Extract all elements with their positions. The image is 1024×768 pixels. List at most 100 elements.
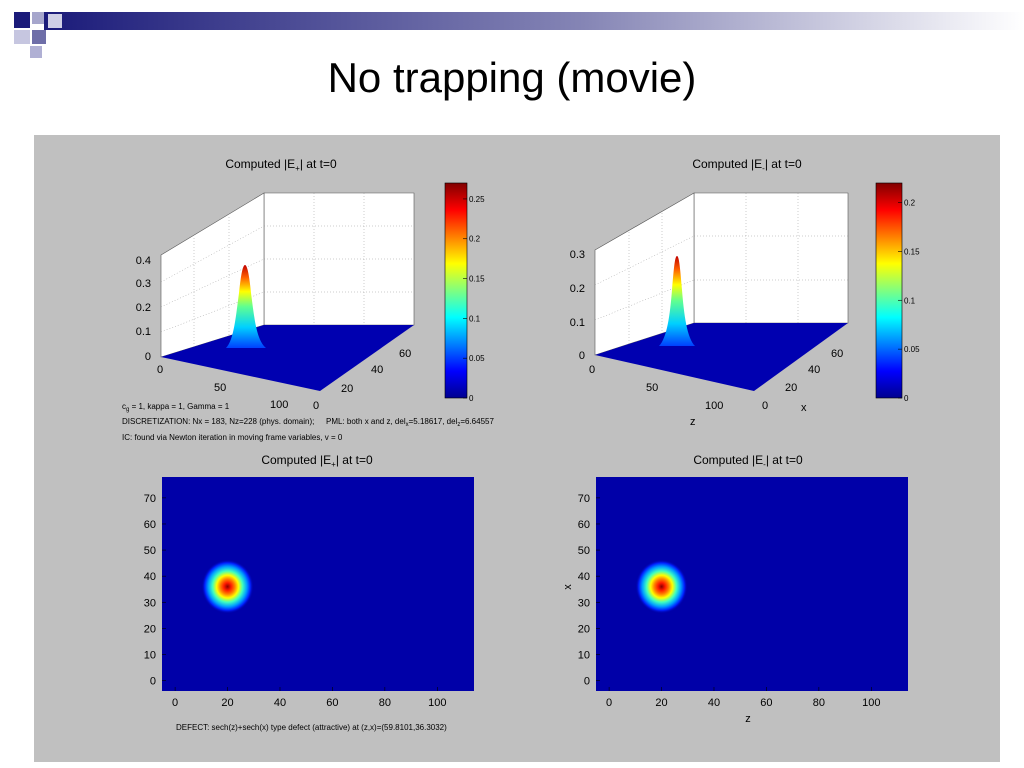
colorbar: 0 0.05 0.1 0.15 0.2 0.25 — [444, 182, 485, 403]
z-ticks: 0 0.1 0.2 0.3 — [570, 249, 585, 362]
surface-plot-title: Computed |E+| at t=0 — [225, 157, 337, 173]
heatmap-y-ticks: 0 10 20 30 40 50 60 70 — [578, 493, 600, 688]
y-tick-label: 40 — [371, 364, 383, 376]
y-tick-label: 40 — [808, 364, 820, 376]
x-tick-label: 20 — [221, 697, 233, 709]
x-ticks: 0 50 100 z — [589, 364, 723, 428]
z-tick-label: 0.2 — [570, 283, 585, 295]
x-axis-label: z — [690, 416, 696, 428]
y-tick-label: 20 — [144, 623, 156, 635]
y-tick-label: 60 — [578, 519, 590, 531]
x-tick-label: 50 — [646, 382, 658, 394]
colorbar-gradient — [444, 182, 468, 399]
x-tick-label: 80 — [379, 697, 391, 709]
matlab-figure: Computed |E+| at t=0 0 0.1 0.2 0.3 0.4 0… — [34, 135, 1000, 762]
y-tick-label: 60 — [144, 519, 156, 531]
y-axis-label: x — [562, 584, 574, 590]
surface-plot-title: Computed |E-| at t=0 — [692, 157, 802, 173]
colorbar-ticks: 0 0.05 0.1 0.15 0.2 0.25 — [463, 195, 485, 403]
colorbar-tick-label: 0 — [904, 394, 909, 403]
x-tick-label: 60 — [326, 697, 338, 709]
x-tick-label: 60 — [760, 697, 772, 709]
y-tick-label: 50 — [578, 545, 590, 557]
y-tick-label: 10 — [144, 649, 156, 661]
z-tick-label: 0.3 — [570, 249, 585, 261]
title-gradient-bar-icon — [44, 12, 1024, 30]
heatmap-x-ticks: 0 20 40 60 80 100 — [172, 687, 446, 709]
y-tick-label: 10 — [578, 649, 590, 661]
colorbar-tick-label: 0.2 — [904, 199, 916, 208]
y-tick-label: 40 — [578, 571, 590, 583]
z-tick-label: 0 — [579, 350, 585, 362]
y-tick-label: 20 — [341, 383, 353, 395]
heatmap-y-ticks: 0 10 20 30 40 50 60 70 — [144, 493, 166, 688]
heatmap-title: Computed |E+| at t=0 — [261, 453, 373, 469]
z-tick-label: 0.1 — [570, 317, 585, 329]
colorbar-tick-label: 0.2 — [469, 235, 481, 244]
y-tick-label: 20 — [785, 382, 797, 394]
surface-peak — [659, 256, 695, 346]
colorbar-tick-label: 0.1 — [469, 314, 481, 323]
y-tick-label: 70 — [144, 493, 156, 505]
heatmap-e-plus: Computed |E+| at t=0 0 20 40 60 80 100 0 10 20 3… — [144, 453, 474, 709]
info-line-1: cg = 1, kappa = 1, Gamma = 1 — [122, 402, 230, 413]
y-tick-label: 20 — [578, 623, 590, 635]
heatmap-title: Computed |E-| at t=0 — [693, 453, 803, 469]
info-line-3: IC: found via Newton iteration in moving… — [122, 433, 343, 442]
y-tick-label: 40 — [144, 571, 156, 583]
x-tick-label: 80 — [813, 697, 825, 709]
surface-floor — [161, 325, 414, 391]
heatmap-e-minus: Computed |E-| at t=0 0 20 40 60 80 100 0 10 20 3… — [562, 453, 908, 725]
x-tick-label: 0 — [589, 364, 595, 376]
y-tick-label: 0 — [584, 676, 590, 688]
colorbar-tick-label: 0.1 — [904, 296, 916, 305]
z-tick-label: 0.2 — [136, 302, 151, 314]
surface-floor — [595, 323, 848, 391]
slide-corner-squares-icon — [14, 12, 62, 58]
colorbar: 0 0.05 0.1 0.15 0.2 — [875, 182, 920, 403]
colorbar-tick-label: 0.25 — [469, 195, 485, 204]
x-axis-label: z — [745, 713, 751, 725]
x-tick-label: 40 — [708, 697, 720, 709]
x-tick-label: 0 — [172, 697, 178, 709]
colorbar-tick-label: 0.05 — [904, 345, 920, 354]
colorbar-gradient — [875, 182, 903, 399]
colorbar-tick-label: 0.05 — [469, 354, 485, 363]
y-tick-label: 60 — [831, 348, 843, 360]
y-tick-label: 70 — [578, 493, 590, 505]
colorbar-tick-label: 0.15 — [469, 275, 485, 284]
y-tick-label: 0 — [313, 400, 319, 412]
heatmap-x-ticks: 0 20 40 60 80 100 — [606, 687, 880, 709]
x-tick-label: 100 — [862, 697, 880, 709]
heatmap-spot — [635, 559, 688, 614]
heatmap-spot — [201, 559, 254, 614]
info-text: cg = 1, kappa = 1, Gamma = 1 DISCRETIZAT… — [122, 402, 494, 442]
y-tick-label: 30 — [144, 597, 156, 609]
x-tick-label: 40 — [274, 697, 286, 709]
info-line-2b: PML: both x and z, delx=5.18617, delz=6.… — [326, 417, 494, 428]
y-tick-label: 0 — [150, 676, 156, 688]
x-tick-label: 100 — [705, 400, 723, 412]
x-tick-label: 100 — [428, 697, 446, 709]
y-ticks: 0 20 40 60 x — [762, 348, 843, 414]
x-tick-label: 0 — [157, 364, 163, 376]
y-tick-label: 60 — [399, 348, 411, 360]
figure-canvas: Computed |E+| at t=0 0 0.1 0.2 0.3 0.4 0… — [122, 157, 920, 732]
y-tick-label: 50 — [144, 545, 156, 557]
x-tick-label: 0 — [606, 697, 612, 709]
y-tick-label: 30 — [578, 597, 590, 609]
x-ticks: 0 50 100 — [157, 364, 288, 411]
y-axis-label: x — [801, 402, 807, 414]
colorbar-tick-label: 0 — [469, 394, 474, 403]
colorbar-ticks: 0 0.05 0.1 0.15 0.2 — [898, 199, 920, 403]
surface-plot-e-plus: Computed |E+| at t=0 0 0.1 0.2 0.3 0.4 0… — [136, 157, 485, 412]
surface-grid — [594, 193, 848, 345]
x-tick-label: 20 — [655, 697, 667, 709]
slide-header-decoration — [14, 12, 1024, 58]
colorbar-tick-label: 0.15 — [904, 247, 920, 256]
info-line-2a: DISCRETIZATION: Nx = 183, Nz=228 (phys. … — [122, 417, 314, 426]
z-tick-label: 0.4 — [136, 255, 151, 267]
z-tick-label: 0.1 — [136, 326, 151, 338]
surface-peak — [226, 265, 266, 348]
y-ticks: 0 20 40 60 — [313, 348, 411, 412]
